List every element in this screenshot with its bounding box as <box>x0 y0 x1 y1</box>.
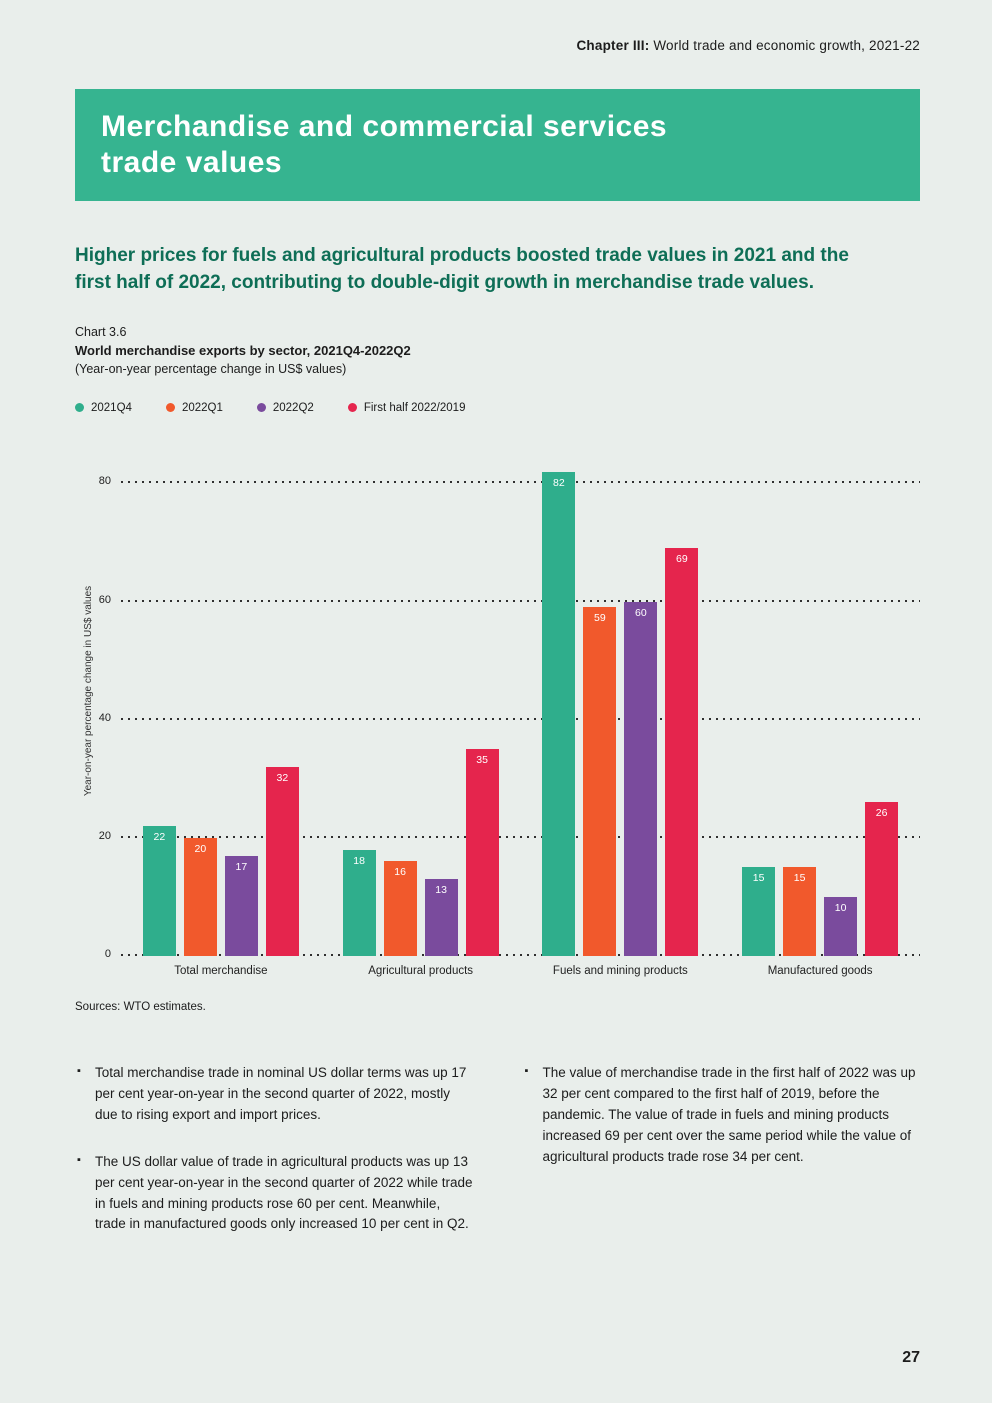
legend-swatch-icon <box>347 403 357 413</box>
y-tick-label: 60 <box>98 593 111 606</box>
bar-value-label: 15 <box>793 872 806 885</box>
key-points: Total merchandise trade in nominal US do… <box>75 1063 920 1261</box>
bar: 26 <box>865 802 899 956</box>
bar-value-label: 18 <box>353 854 365 867</box>
bar: 17 <box>224 855 258 956</box>
chart-subtitle: (Year-on-year percentage change in US$ v… <box>75 361 347 376</box>
plot-area: 0 20 40 60 80 22 20 17 32 18 16 13 35 82 59 60 69 15 15 10 2… <box>99 448 920 960</box>
bar: 59 <box>583 607 617 956</box>
running-head: Chapter III: World trade and economic gr… <box>75 38 920 53</box>
bar-value-label: 69 <box>676 553 688 566</box>
bar-value-label: 26 <box>875 807 888 820</box>
chart-legend: 2021Q4 2022Q1 2022Q2 First half 2022/2019 <box>75 402 920 414</box>
bar-value-label: 60 <box>635 606 647 619</box>
category-label: Fuels and mining products <box>552 964 688 977</box>
bar-value-label: 13 <box>435 884 447 897</box>
bar: 16 <box>383 861 417 956</box>
bar: 32 <box>265 766 299 956</box>
bar: 18 <box>342 849 376 956</box>
bar: 15 <box>783 867 817 956</box>
chapter-label: Chapter III: <box>576 38 650 53</box>
x-axis-labels: Total merchandise Agricultural products Fu… <box>121 965 920 977</box>
bullet-column-right: The value of merchandise trade in the fi… <box>523 1063 921 1261</box>
gridline: 0 <box>105 948 920 960</box>
y-tick-label: 40 <box>98 711 111 724</box>
bullet-item: The value of merchandise trade in the fi… <box>523 1063 921 1168</box>
legend-swatch-icon <box>75 403 84 413</box>
y-axis-label: Year-on-year percentage change in US$ va… <box>83 586 94 797</box>
bar-value-label: 59 <box>594 612 606 625</box>
section-title-line2: trade values <box>101 146 283 179</box>
category-label: Agricultural products <box>368 964 474 977</box>
gridline: 40 <box>99 712 920 724</box>
bar: 60 <box>624 601 658 956</box>
section-banner: Merchandise and commercial services trad… <box>75 89 920 201</box>
bar-value-label: 10 <box>834 901 847 914</box>
source-note: Sources: WTO estimates. <box>75 1000 206 1013</box>
bar: 22 <box>142 825 176 956</box>
y-tick-label: 20 <box>98 829 111 842</box>
bar-value-label: 22 <box>153 830 166 843</box>
chart-number: Chart 3.6 <box>75 324 127 339</box>
legend-swatch-icon <box>256 403 266 413</box>
bar-groups: 22 20 17 32 18 16 13 35 82 59 60 69 15 15 10 26 <box>121 448 920 956</box>
bar-chart: Year-on-year percentage change in US$ va… <box>75 448 920 977</box>
bullet-item: The US dollar value of trade in agricult… <box>75 1152 473 1236</box>
bar-value-label: 16 <box>394 866 406 879</box>
bar-group: 82 59 60 69 <box>521 448 721 956</box>
legend-item: 2021Q4 <box>75 402 132 414</box>
legend-swatch-icon <box>165 403 175 413</box>
gridline: 80 <box>99 475 920 487</box>
bar-value-label: 17 <box>235 860 248 873</box>
chart-title: World merchandise exports by sector, 202… <box>75 342 411 358</box>
bar: 10 <box>824 896 858 956</box>
y-tick-label: 80 <box>98 475 111 488</box>
bar-value-label: 82 <box>553 476 565 489</box>
legend-item: 2022Q2 <box>256 401 314 414</box>
bar-value-label: 15 <box>752 872 765 885</box>
bar: 13 <box>424 879 458 956</box>
legend-item: 2022Q1 <box>165 401 223 414</box>
legend-label: First half 2022/2019 <box>363 401 466 414</box>
bar-value-label: 32 <box>276 771 289 784</box>
bar-group: 15 15 10 26 <box>720 448 920 956</box>
legend-label: 2021Q4 <box>91 401 132 414</box>
gridline: 60 <box>99 594 920 606</box>
legend-label: 2022Q2 <box>272 401 314 414</box>
gridline: 20 <box>99 830 920 842</box>
bar: 69 <box>665 548 699 956</box>
bar: 35 <box>465 749 499 956</box>
bar-group: 18 16 13 35 <box>321 448 521 956</box>
bar-value-label: 20 <box>194 842 207 855</box>
legend-item: First half 2022/2019 <box>347 401 466 414</box>
lede-paragraph: Higher prices for fuels and agricultural… <box>75 245 849 293</box>
chapter-title: World trade and economic growth, 2021-22 <box>653 38 920 53</box>
bullet-item: Total merchandise trade in nominal US do… <box>75 1063 473 1126</box>
y-tick-label: 0 <box>104 947 111 960</box>
category-label: Manufactured goods <box>767 964 873 977</box>
bar: 15 <box>742 867 776 956</box>
section-title-line1: Merchandise and commercial services <box>101 110 668 143</box>
bar: 82 <box>542 471 576 956</box>
category-label: Total merchandise <box>174 964 268 977</box>
chart-header: Chart 3.6 World merchandise exports by s… <box>75 325 920 376</box>
bar-group: 22 20 17 32 <box>121 448 321 956</box>
bullet-column-left: Total merchandise trade in nominal US do… <box>75 1063 473 1261</box>
page-number: 27 <box>902 1349 920 1366</box>
legend-label: 2022Q1 <box>181 401 223 414</box>
bar: 20 <box>183 837 217 956</box>
bar-value-label: 35 <box>476 754 488 767</box>
section-title: Merchandise and commercial services trad… <box>101 109 894 181</box>
